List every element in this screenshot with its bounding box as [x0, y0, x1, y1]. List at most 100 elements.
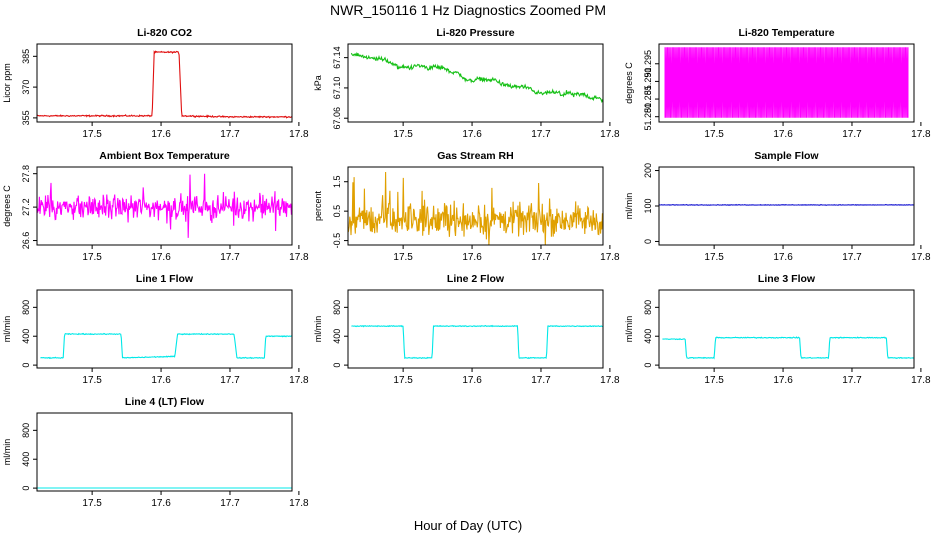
y-axis-label: ml/min — [2, 316, 12, 343]
panel-9: Line 3 Flow 17.5 17.6 17.7 17.8 0 400 800 ml/min — [624, 273, 931, 386]
series-line — [662, 336, 914, 360]
y-tick-label: 27.2 — [21, 198, 31, 216]
plot-frame — [658, 43, 915, 123]
panel-title: Gas Stream RH — [437, 150, 513, 162]
y-axis-label: ml/min — [624, 193, 634, 220]
plot-frame — [347, 289, 604, 369]
y-axis-label: degrees C — [2, 185, 12, 227]
y-axis-label: kPa — [313, 75, 323, 91]
x-tick-label: 17.6 — [773, 375, 793, 386]
y-axis-label: ml/min — [624, 316, 634, 343]
y-tick-label: 0 — [332, 363, 342, 368]
y-tick-label: 800 — [21, 423, 31, 438]
x-tick-label: 17.5 — [393, 375, 413, 386]
x-tick-label: 17.5 — [393, 129, 413, 140]
panel-title: Ambient Box Temperature — [99, 150, 230, 162]
x-axis-label: Hour of Day (UTC) — [413, 518, 523, 533]
panel-5: Gas Stream RH 17.5 17.6 17.7 17.8 -0.5 0.5 1.5 p… — [313, 150, 620, 263]
plot-frame — [36, 412, 293, 492]
y-tick-label: 51.280 — [643, 103, 653, 131]
y-tick-label: 400 — [21, 329, 31, 344]
panel-2: Li-820 Pressure 17.5 17.6 17.7 17.8 67.06 67.1… — [313, 27, 620, 140]
y-tick-label: 0 — [643, 239, 653, 244]
y-tick-label: 26.6 — [21, 232, 31, 250]
y-tick-label: 0.5 — [332, 205, 342, 218]
figure-title: NWR_150116 1 Hz Diagnostics Zoomed PM — [330, 2, 606, 18]
y-tick-label: 400 — [21, 452, 31, 467]
panel-6: Sample Flow 17.5 17.6 17.7 17.8 0 100 200 ml/min — [624, 150, 931, 263]
plot-frame — [658, 166, 915, 246]
series-line — [40, 332, 293, 360]
x-tick-label: 17.8 — [600, 375, 620, 386]
x-tick-label: 17.8 — [289, 375, 309, 386]
y-tick-label: 200 — [643, 163, 653, 178]
panel-10: Line 4 (LT) Flow 17.5 17.6 17.7 17.8 0 400 800 m… — [2, 396, 309, 509]
x-tick-label: 17.8 — [600, 252, 620, 263]
y-tick-label: 400 — [643, 329, 653, 344]
series-line — [36, 50, 293, 119]
series-line — [351, 324, 604, 360]
x-tick-label: 17.6 — [462, 252, 482, 263]
series-line — [659, 203, 915, 206]
x-tick-label: 17.6 — [462, 375, 482, 386]
y-tick-label: 27.8 — [21, 165, 31, 183]
x-tick-label: 17.7 — [220, 252, 240, 263]
y-tick-label: 400 — [332, 329, 342, 344]
y-axis-label: Licor ppm — [2, 63, 12, 103]
y-tick-label: 800 — [643, 300, 653, 315]
y-tick-label: 51.285 — [643, 85, 653, 113]
y-tick-label: 800 — [21, 300, 31, 315]
x-tick-label: 17.5 — [704, 375, 724, 386]
panel-title: Li-820 Pressure — [436, 27, 514, 39]
x-tick-label: 17.7 — [842, 129, 862, 140]
y-tick-label: 800 — [332, 300, 342, 315]
x-tick-label: 17.7 — [220, 375, 240, 386]
y-tick-label: 0 — [21, 486, 31, 491]
x-tick-label: 17.6 — [151, 129, 171, 140]
x-tick-label: 17.8 — [911, 252, 931, 263]
x-tick-label: 17.7 — [842, 375, 862, 386]
plot-frame — [36, 43, 293, 123]
x-tick-label: 17.8 — [911, 129, 931, 140]
y-tick-label: -0.5 — [332, 233, 342, 249]
y-axis-label: percent — [313, 190, 323, 221]
x-tick-label: 17.6 — [773, 129, 793, 140]
x-tick-label: 17.7 — [842, 252, 862, 263]
y-axis-label: ml/min — [313, 316, 323, 343]
y-tick-label: 385 — [21, 49, 31, 64]
x-tick-label: 17.6 — [151, 252, 171, 263]
y-tick-label: 1.5 — [332, 175, 342, 188]
x-tick-label: 17.8 — [289, 498, 309, 509]
x-tick-label: 17.7 — [531, 129, 551, 140]
panel-8: Line 2 Flow 17.5 17.6 17.7 17.8 0 400 800 ml/min — [313, 273, 620, 386]
y-axis-label: ml/min — [2, 439, 12, 466]
series-line — [664, 47, 909, 118]
x-tick-label: 17.5 — [393, 252, 413, 263]
plot-frame — [36, 166, 293, 246]
x-tick-label: 17.6 — [773, 252, 793, 263]
x-tick-label: 17.8 — [289, 252, 309, 263]
y-tick-label: 67.06 — [332, 107, 342, 130]
y-tick-label: 0 — [21, 363, 31, 368]
y-tick-label: 100 — [643, 198, 653, 213]
x-tick-label: 17.5 — [82, 129, 102, 140]
x-tick-label: 17.8 — [289, 129, 309, 140]
x-tick-label: 17.5 — [704, 129, 724, 140]
x-tick-label: 17.7 — [220, 498, 240, 509]
panel-3: Li-820 Temperature 17.5 17.6 17.7 17.8 51.280… — [624, 27, 931, 140]
panel-title: Li-820 Temperature — [738, 27, 834, 39]
panel-title: Line 4 (LT) Flow — [125, 396, 205, 408]
x-tick-label: 17.5 — [82, 252, 102, 263]
panel-4: Ambient Box Temperature 17.5 17.6 17.7 17.8 2… — [2, 150, 309, 263]
plot-frame — [658, 289, 915, 369]
x-tick-label: 17.7 — [531, 375, 551, 386]
x-tick-label: 17.8 — [600, 129, 620, 140]
x-tick-label: 17.8 — [911, 375, 931, 386]
y-tick-label: 67.14 — [332, 46, 342, 69]
plot-frame — [347, 166, 604, 246]
plot-frame — [36, 289, 293, 369]
y-tick-label: 51.290 — [643, 68, 653, 96]
x-tick-label: 17.7 — [220, 129, 240, 140]
